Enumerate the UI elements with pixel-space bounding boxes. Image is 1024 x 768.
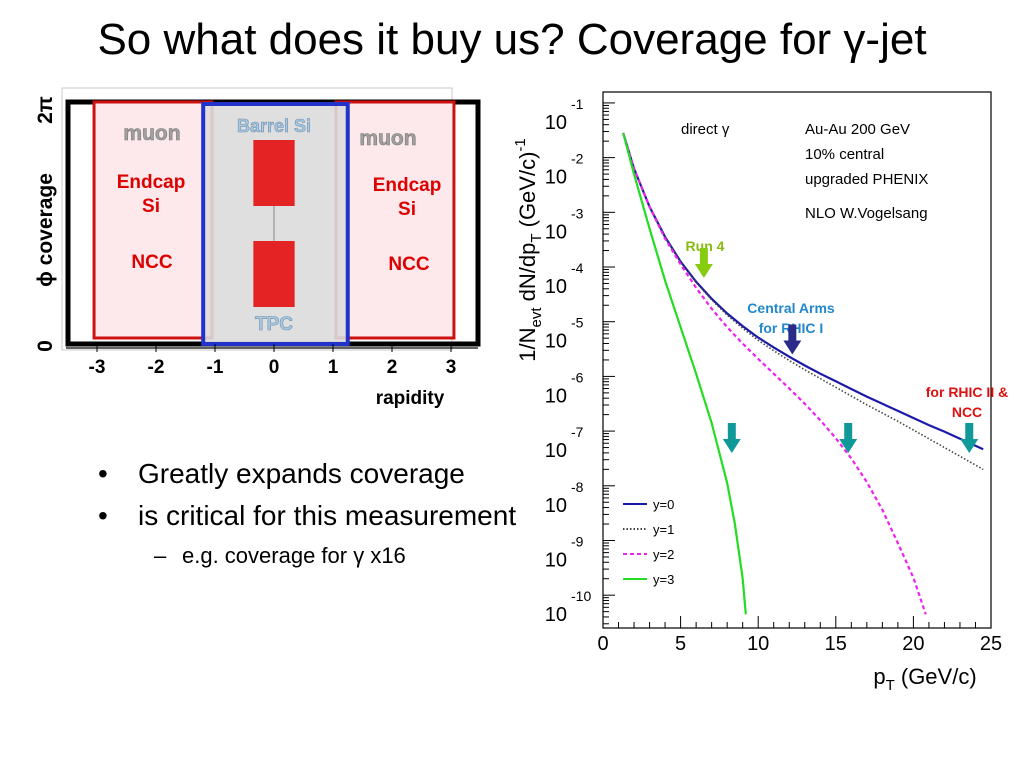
- central-arm-top: [253, 140, 295, 206]
- phi-top-label: 2π: [34, 96, 57, 124]
- annotation-rhic2: NCC: [952, 404, 982, 420]
- arrow-rhic2: [722, 422, 741, 453]
- annotation-info-line: NLO W.Vogelsang: [805, 205, 928, 222]
- y-tick-label: 10: [545, 331, 567, 353]
- rapidity-tick-label: 2: [387, 357, 398, 378]
- tpc-label: TPC: [255, 314, 293, 335]
- series-group: [622, 132, 984, 615]
- pt-spectrum-chart: 0 5 10 15 20 2510-110-210-310-410-510-610-710…: [512, 91, 1008, 694]
- y-tick-exponent: -9: [571, 533, 584, 549]
- series-line-y3: [622, 132, 747, 615]
- rapidity-axis-label: rapidity: [376, 388, 445, 409]
- x-tick-label: 15: [825, 633, 847, 655]
- y-tick-exponent: -1: [571, 96, 584, 112]
- legend-label: y=3: [653, 572, 674, 587]
- annotation-info-line: upgraded PHENIX: [805, 171, 928, 188]
- legend-label: y=1: [653, 522, 674, 537]
- arrow-central_arms: [783, 324, 802, 355]
- annotation-info-line: 10% central: [805, 146, 884, 163]
- annotation-direct-gamma: direct γ: [681, 121, 730, 138]
- y-tick-exponent: -7: [571, 424, 584, 440]
- y-tick-label: 10: [545, 385, 567, 407]
- arrow-rhic2: [839, 422, 858, 453]
- sub-bullet-item: – e.g. coverage for γ x16: [98, 542, 518, 570]
- arrow-run4: [694, 247, 713, 278]
- legend-label: y=0: [653, 497, 674, 512]
- barrel-si-label: Barrel Si: [237, 116, 311, 136]
- y-tick-exponent: -4: [571, 260, 584, 276]
- endcap-left-label-line2: Si: [142, 196, 160, 217]
- y-tick-label: 10: [545, 604, 567, 626]
- phi-coverage-axis-label: ϕ coverage: [34, 173, 57, 287]
- x-tick-label: 25: [980, 633, 1002, 655]
- y-tick-label: 10: [545, 495, 567, 517]
- rapidity-tick-label: -3: [89, 357, 106, 378]
- muon-right-label: muon: [359, 127, 416, 150]
- x-axis-label: pT (GeV/c): [873, 664, 976, 694]
- bullet-marker: •: [98, 500, 108, 531]
- central-arm-bottom: [253, 241, 295, 307]
- endcap-left-label: Endcap: [117, 172, 186, 193]
- series-line-y2: [622, 132, 927, 615]
- endcap-right-label: Endcap: [373, 175, 442, 196]
- rapidity-tick-label: -2: [148, 357, 165, 378]
- y-tick-label: 10: [545, 112, 567, 134]
- bullet-item: • is critical for this measurement: [98, 500, 518, 532]
- x-tick-label: 5: [675, 633, 686, 655]
- coverage-diagram: muon muon Barrel Si TPC Endcap Si Endcap Si NCC N…: [34, 87, 481, 409]
- x-tick-label: 0: [597, 633, 608, 655]
- y-tick-exponent: -10: [571, 588, 591, 604]
- y-tick-exponent: -2: [571, 151, 584, 167]
- ncc-left-label: NCC: [131, 252, 172, 273]
- y-tick-exponent: -8: [571, 479, 584, 495]
- sub-bullet-marker: –: [154, 543, 167, 568]
- y-tick-label: 10: [545, 221, 567, 243]
- y-tick-label: 10: [545, 167, 567, 189]
- arrow-rhic2: [960, 422, 979, 453]
- phi-bottom-label: 0: [34, 340, 57, 352]
- annotation-central-arms: Central Arms: [747, 300, 835, 316]
- muon-left-label: muon: [123, 122, 180, 145]
- x-tick-label: 10: [747, 633, 769, 655]
- y-tick-label: 10: [545, 440, 567, 462]
- y-tick-exponent: -6: [571, 369, 584, 385]
- y-tick-label: 10: [545, 276, 567, 298]
- annotation-rhic2: for RHIC II &: [926, 384, 1008, 400]
- bullet-item: • Greatly expands coverage: [98, 458, 518, 490]
- bullet-text: is critical for this measurement: [138, 500, 517, 531]
- bullet-marker: •: [98, 458, 108, 489]
- rapidity-tick-label: 1: [328, 357, 339, 378]
- bullet-text: Greatly expands coverage: [138, 458, 465, 489]
- bullet-list: • Greatly expands coverage • is critical…: [98, 458, 518, 570]
- annotation-info-line: Au-Au 200 GeV: [805, 121, 910, 138]
- series-line-y1: [622, 132, 984, 471]
- rapidity-tick-label: 0: [269, 357, 280, 378]
- ncc-right-label: NCC: [388, 254, 429, 275]
- x-tick-label: 20: [902, 633, 924, 655]
- y-tick-label: 10: [545, 549, 567, 571]
- slide-title: So what does it buy us? Coverage for γ-j…: [97, 15, 927, 64]
- y-axis-label: 1/Nevt dN/dpT (GeV/c)-1: [512, 138, 545, 362]
- endcap-right-label-line2: Si: [398, 199, 416, 220]
- legend-label: y=2: [653, 547, 674, 562]
- endcap-left-region: [92, 100, 214, 340]
- y-tick-exponent: -3: [571, 205, 584, 221]
- y-tick-exponent: -5: [571, 315, 584, 331]
- rapidity-tick-label: 3: [446, 357, 457, 378]
- rapidity-tick-label: -1: [207, 357, 224, 378]
- annotation-run4: Run 4: [686, 238, 725, 254]
- sub-bullet-text: e.g. coverage for γ x16: [182, 543, 406, 568]
